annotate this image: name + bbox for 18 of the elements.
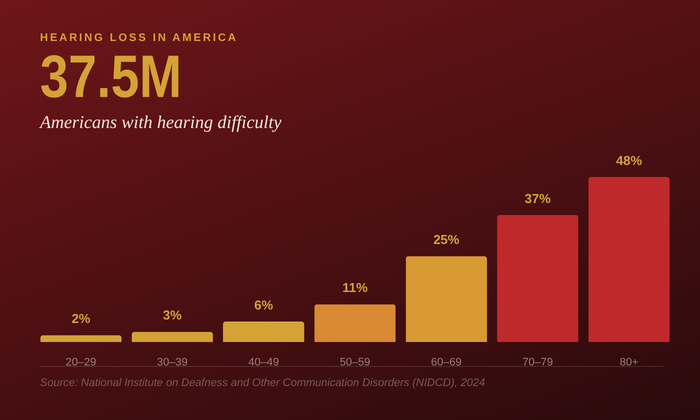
x-tick-label: 80+ [620,356,638,368]
data-label: 6% [254,297,274,312]
chart-title: HEARING LOSS IN AMERICA [40,32,239,44]
data-label: 25% [433,232,460,248]
x-tick-label: 50–59 [340,356,370,368]
x-tick-label: 30–39 [157,356,188,368]
data-label: 3% [162,308,182,323]
chart-subtitle: Americans with hearing difficulty [40,112,282,133]
x-tick-label: 60–69 [431,356,462,368]
x-tick-label: 40–49 [248,356,279,368]
data-label: 11% [342,280,368,296]
source-note: Source: National Institute on Deafness and Other Communication Disorders (NIDCD), 2024 [40,377,486,389]
data-label: 2% [72,311,91,326]
x-tick-label: 20–29 [66,356,96,368]
data-label: 48% [616,153,642,168]
x-tick-label: 70–79 [522,356,553,368]
text: 37.5M [40,43,183,110]
data-label: 37% [524,190,552,206]
